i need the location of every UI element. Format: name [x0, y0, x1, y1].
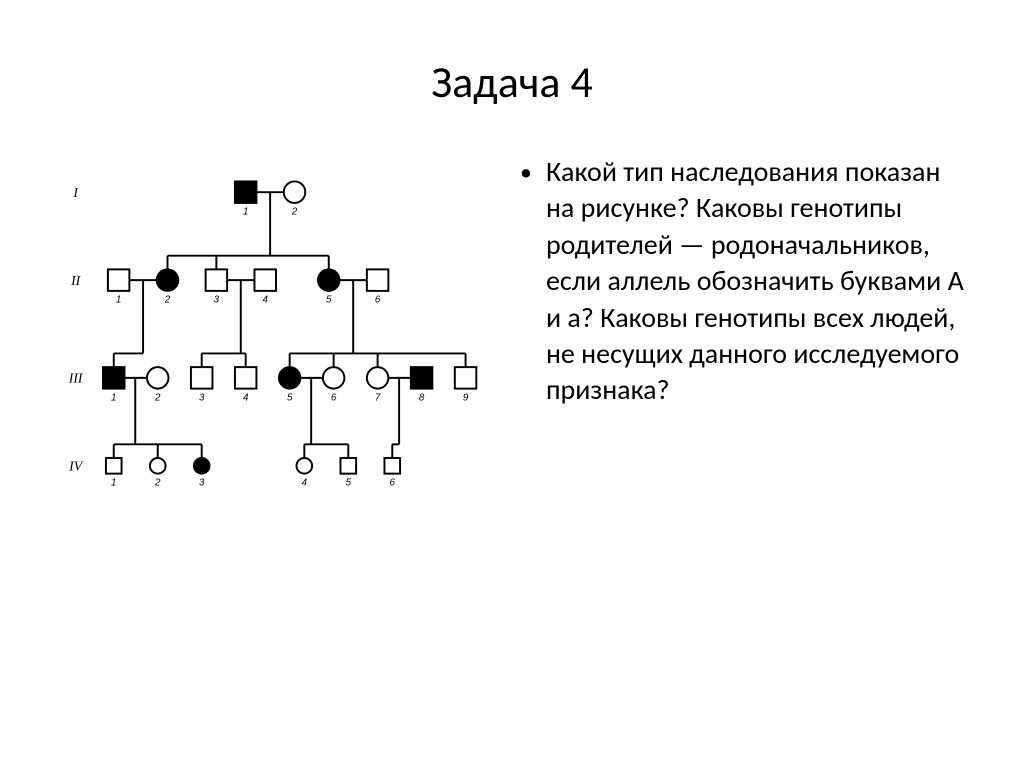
svg-text:II: II: [70, 273, 82, 288]
svg-text:4: 4: [243, 392, 249, 403]
bullet-icon: •: [520, 158, 532, 187]
svg-text:4: 4: [263, 295, 269, 306]
svg-text:6: 6: [375, 295, 381, 306]
page-title: Задача 4: [0, 0, 1024, 149]
svg-text:1: 1: [243, 207, 248, 218]
svg-text:2: 2: [164, 295, 171, 306]
svg-text:3: 3: [199, 477, 205, 488]
svg-text:2: 2: [154, 392, 161, 403]
pedigree-diagram: IIIIIIIV12123456123456789123456: [60, 149, 490, 509]
question-text: Какой тип наследования показан на рисунк…: [546, 154, 964, 409]
svg-text:2: 2: [291, 207, 298, 218]
svg-text:3: 3: [199, 392, 205, 403]
svg-text:III: III: [68, 371, 84, 386]
content-row: IIIIIIIV12123456123456789123456 • Какой …: [0, 149, 1024, 509]
svg-text:5: 5: [346, 477, 352, 488]
svg-text:1: 1: [116, 295, 121, 306]
svg-text:8: 8: [419, 392, 425, 403]
svg-text:6: 6: [331, 392, 337, 403]
svg-text:5: 5: [287, 392, 293, 403]
svg-text:IV: IV: [68, 459, 84, 474]
svg-text:I: I: [72, 185, 79, 200]
svg-text:9: 9: [463, 392, 469, 403]
svg-text:1: 1: [111, 477, 116, 488]
svg-text:7: 7: [375, 392, 381, 403]
svg-text:6: 6: [390, 477, 396, 488]
svg-text:3: 3: [214, 295, 220, 306]
question-column: • Какой тип наследования показан на рису…: [490, 149, 964, 509]
svg-text:5: 5: [326, 295, 332, 306]
svg-text:2: 2: [154, 477, 161, 488]
svg-text:1: 1: [111, 392, 116, 403]
svg-text:4: 4: [302, 477, 308, 488]
